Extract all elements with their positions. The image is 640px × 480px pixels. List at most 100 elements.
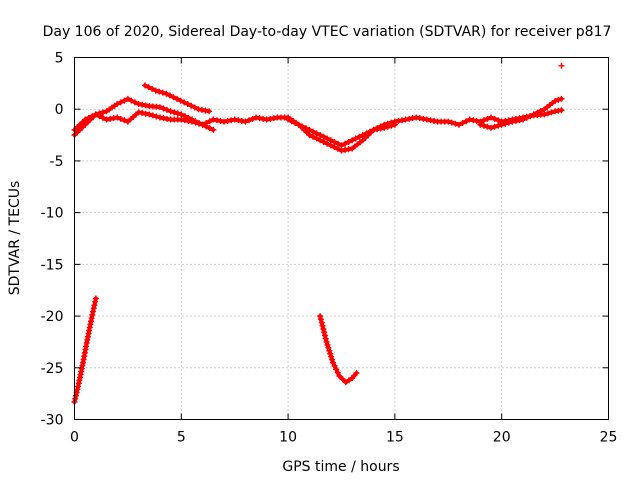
data-point-marker — [82, 116, 89, 123]
data-point-marker — [319, 322, 326, 329]
data-point-marker — [325, 344, 332, 351]
data-point-marker — [502, 120, 509, 127]
data-point-marker — [552, 97, 559, 104]
data-point-marker — [317, 132, 324, 139]
data-point-marker — [334, 369, 341, 376]
x-tick-label: 5 — [177, 430, 186, 446]
plot-frame — [74, 57, 609, 420]
data-point-marker — [149, 85, 156, 92]
x-tick-label: 20 — [493, 430, 511, 446]
data-point-marker — [324, 341, 331, 348]
data-point-marker — [121, 97, 128, 104]
data-point-marker — [210, 126, 217, 133]
data-point-marker — [491, 115, 498, 122]
data-point-marker — [132, 99, 139, 106]
data-point-marker — [338, 142, 345, 149]
axis-ticks: 0 5 10 15 20 25 5 0 -5 -10 -15 -20 -25 -30 — [41, 51, 618, 446]
data-point-marker — [196, 120, 203, 127]
data-point-marker — [495, 122, 502, 129]
data-point-marker — [363, 130, 370, 137]
data-point-marker — [391, 121, 398, 128]
data-point-marker — [555, 96, 562, 103]
data-point-marker — [477, 121, 484, 128]
series-sat_track_5 — [477, 95, 565, 131]
data-point-marker — [92, 295, 99, 302]
data-point-marker — [170, 94, 177, 101]
data-point-marker — [445, 118, 452, 125]
data-point-marker — [491, 123, 498, 130]
data-point-marker — [484, 115, 491, 122]
y-tick-label: -30 — [41, 413, 64, 429]
data-point-marker — [152, 87, 159, 94]
data-point-marker — [523, 114, 530, 121]
data-point-marker — [128, 97, 135, 104]
data-point-marker — [171, 109, 178, 116]
data-point-marker — [90, 305, 97, 312]
data-point-marker — [91, 302, 98, 309]
data-point-marker — [96, 110, 103, 117]
data-point-marker — [530, 111, 537, 118]
data-point-marker — [520, 116, 527, 123]
data-point-marker — [336, 373, 343, 380]
data-point-marker — [185, 114, 192, 121]
data-point-marker — [537, 107, 544, 114]
data-point-marker — [331, 144, 338, 151]
data-point-marker — [317, 313, 324, 320]
data-point-marker — [342, 379, 349, 386]
data-point-marker — [295, 121, 302, 128]
data-point-marker — [141, 82, 148, 89]
data-point-marker — [317, 137, 324, 144]
data-point-marker — [285, 116, 292, 123]
data-point-marker — [452, 120, 459, 127]
y-tick-label: 5 — [55, 51, 64, 67]
chart-title: Day 106 of 2020, Sidereal Day-to-day VTE… — [43, 24, 612, 40]
data-point-marker — [333, 366, 340, 373]
data-point-marker — [558, 95, 565, 102]
data-point-marker — [324, 135, 331, 142]
data-point-marker — [306, 126, 313, 133]
data-point-marker — [245, 117, 252, 124]
x-tick-label: 10 — [279, 430, 297, 446]
data-point-marker — [199, 121, 206, 128]
data-point-marker — [324, 140, 331, 147]
data-point-marker — [334, 145, 341, 152]
data-point-marker — [359, 132, 366, 139]
data-point-marker — [206, 125, 213, 132]
data-point-marker — [321, 332, 328, 339]
data-point-marker — [99, 114, 106, 121]
data-point-marker — [327, 137, 334, 144]
data-point-marker — [89, 113, 96, 120]
data-point-marker — [156, 88, 163, 95]
series-sat_track_6 — [71, 295, 99, 405]
data-points — [71, 62, 565, 405]
data-point-marker — [74, 386, 81, 393]
data-point-marker — [114, 114, 121, 121]
data-point-marker — [114, 101, 121, 108]
data-point-marker — [306, 132, 313, 139]
data-point-marker — [164, 106, 171, 113]
data-point-marker — [345, 377, 352, 384]
data-point-marker — [310, 133, 317, 140]
data-point-marker — [323, 338, 330, 345]
data-point-marker — [327, 142, 334, 149]
series-sat_track_8 — [558, 62, 565, 69]
series-sat_track_4 — [285, 116, 398, 149]
data-point-marker — [488, 124, 495, 131]
data-point-marker — [72, 395, 79, 402]
data-point-marker — [310, 128, 317, 135]
data-point-marker — [203, 123, 210, 130]
data-point-marker — [288, 118, 295, 125]
data-point-marker — [149, 112, 156, 119]
data-point-marker — [313, 135, 320, 142]
data-point-marker — [459, 120, 466, 127]
y-tick-label: -25 — [41, 361, 64, 377]
series-sat_track_3 — [141, 82, 213, 115]
data-point-marker — [89, 311, 96, 318]
data-point-marker — [92, 298, 99, 305]
data-point-marker — [345, 138, 352, 145]
data-point-marker — [302, 125, 309, 132]
data-point-marker — [320, 326, 327, 332]
data-point-marker — [498, 121, 505, 128]
data-point-marker — [541, 111, 548, 118]
x-tick-label: 25 — [600, 430, 618, 446]
